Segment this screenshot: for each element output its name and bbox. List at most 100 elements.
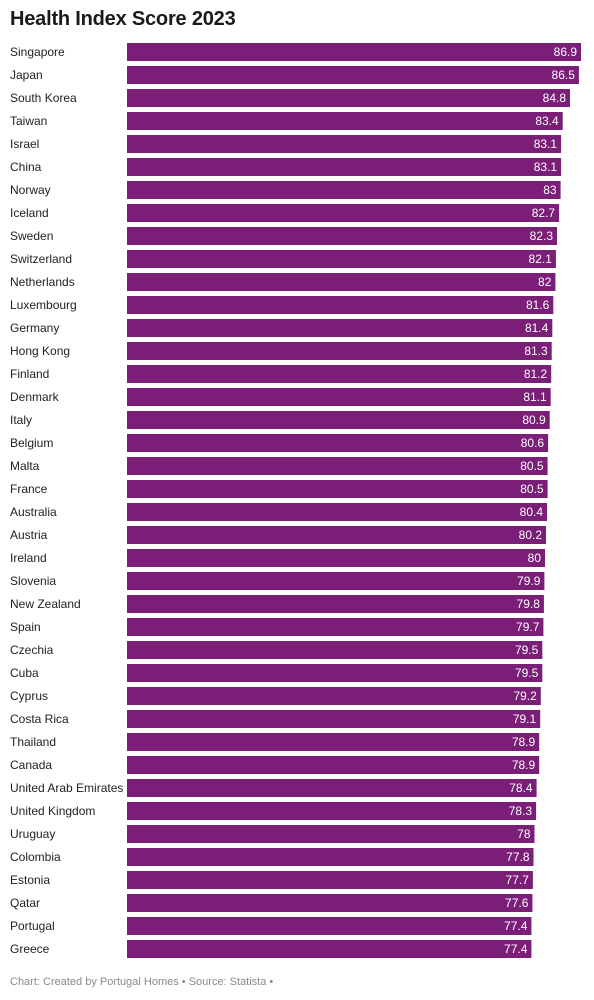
bar <box>127 227 557 245</box>
value-label: 80.6 <box>521 436 545 450</box>
value-label: 78 <box>517 827 531 841</box>
bar <box>127 526 546 544</box>
bar <box>127 135 562 153</box>
value-label: 81.1 <box>523 390 547 404</box>
category-label: Thailand <box>10 735 56 749</box>
bar <box>127 779 537 797</box>
bar <box>127 848 534 866</box>
value-label: 82.3 <box>530 229 554 243</box>
value-label: 81.2 <box>524 367 548 381</box>
value-label: 79.5 <box>515 643 539 657</box>
bar <box>127 250 556 268</box>
category-label: Norway <box>10 183 51 197</box>
category-label: Portugal <box>10 919 55 933</box>
bar <box>127 595 544 613</box>
value-label: 79.7 <box>516 620 540 634</box>
value-label: 77.8 <box>506 850 530 864</box>
bar <box>127 112 563 130</box>
value-label: 81.4 <box>525 321 549 335</box>
value-label: 79.5 <box>515 666 539 680</box>
value-label: 79.8 <box>517 597 541 611</box>
category-label: China <box>10 160 42 174</box>
bar <box>127 181 561 199</box>
value-labels: 86.9 86.5 84.8 83.4 83.1 83.1 83 82.7 82.3 82.1 82… <box>504 45 577 956</box>
category-label: Switzerland <box>10 252 72 266</box>
category-labels: Singapore Japan South Korea Taiwan Israel Chi… <box>10 45 123 956</box>
category-label: Belgium <box>10 436 53 450</box>
bar-chart: Singapore Japan South Korea Taiwan Israel Chi… <box>10 43 581 958</box>
category-label: Japan <box>10 68 43 82</box>
bar <box>127 503 547 521</box>
value-label: 83.4 <box>535 114 559 128</box>
category-label: Czechia <box>10 643 54 657</box>
value-label: 83 <box>543 183 557 197</box>
bar <box>127 319 553 337</box>
value-label: 82.1 <box>529 252 553 266</box>
bars <box>127 43 581 958</box>
category-label: France <box>10 482 48 496</box>
category-label: Malta <box>10 459 40 473</box>
category-label: Sweden <box>10 229 53 243</box>
value-label: 79.9 <box>517 574 541 588</box>
bar <box>127 273 556 291</box>
category-label: Qatar <box>10 896 40 910</box>
bar <box>127 572 545 590</box>
category-label: Germany <box>10 321 59 335</box>
value-label: 80.5 <box>520 459 544 473</box>
bar <box>127 204 560 222</box>
category-label: Costa Rica <box>10 712 69 726</box>
bar <box>127 917 532 935</box>
category-label: United Arab Emirates <box>10 781 123 795</box>
category-label: Cyprus <box>10 689 48 703</box>
value-label: 80.4 <box>520 505 544 519</box>
category-label: Iceland <box>10 206 49 220</box>
value-label: 77.4 <box>504 919 528 933</box>
value-label: 77.7 <box>506 873 530 887</box>
bar <box>127 825 535 843</box>
value-label: 80 <box>528 551 542 565</box>
value-label: 84.8 <box>543 91 567 105</box>
bar <box>127 66 579 84</box>
bar <box>127 549 545 567</box>
category-label: Estonia <box>10 873 50 887</box>
category-label: Austria <box>10 528 48 542</box>
category-label: Ireland <box>10 551 47 565</box>
value-label: 83.1 <box>534 160 558 174</box>
category-label: Finland <box>10 367 49 381</box>
category-label: Hong Kong <box>10 344 70 358</box>
category-label: Spain <box>10 620 41 634</box>
bar <box>127 296 554 314</box>
category-label: Uruguay <box>10 827 55 841</box>
value-label: 80.5 <box>520 482 544 496</box>
bar <box>127 940 532 958</box>
value-label: 82 <box>538 275 552 289</box>
value-label: 80.2 <box>519 528 543 542</box>
value-label: 78.4 <box>509 781 533 795</box>
value-label: 78.9 <box>512 758 536 772</box>
value-label: 82.7 <box>532 206 556 220</box>
value-label: 86.9 <box>554 45 578 59</box>
value-label: 78.9 <box>512 735 536 749</box>
category-label: Cuba <box>10 666 39 680</box>
bar <box>127 342 552 360</box>
bar <box>127 710 541 728</box>
bar <box>127 158 562 176</box>
bar <box>127 894 533 912</box>
bar <box>127 457 548 475</box>
category-label: Italy <box>10 413 32 427</box>
category-label: South Korea <box>10 91 77 105</box>
category-label: Israel <box>10 137 39 151</box>
value-label: 81.3 <box>524 344 548 358</box>
category-label: Denmark <box>10 390 60 404</box>
value-label: 77.4 <box>504 942 528 956</box>
bar <box>127 411 550 429</box>
value-label: 80.9 <box>522 413 546 427</box>
bar <box>127 365 552 383</box>
value-label: 79.1 <box>513 712 537 726</box>
category-label: Taiwan <box>10 114 47 128</box>
bar <box>127 388 551 406</box>
bar <box>127 618 544 636</box>
category-label: Singapore <box>10 45 65 59</box>
chart-title: Health Index Score 2023 <box>10 8 236 30</box>
value-label: 78.3 <box>509 804 533 818</box>
